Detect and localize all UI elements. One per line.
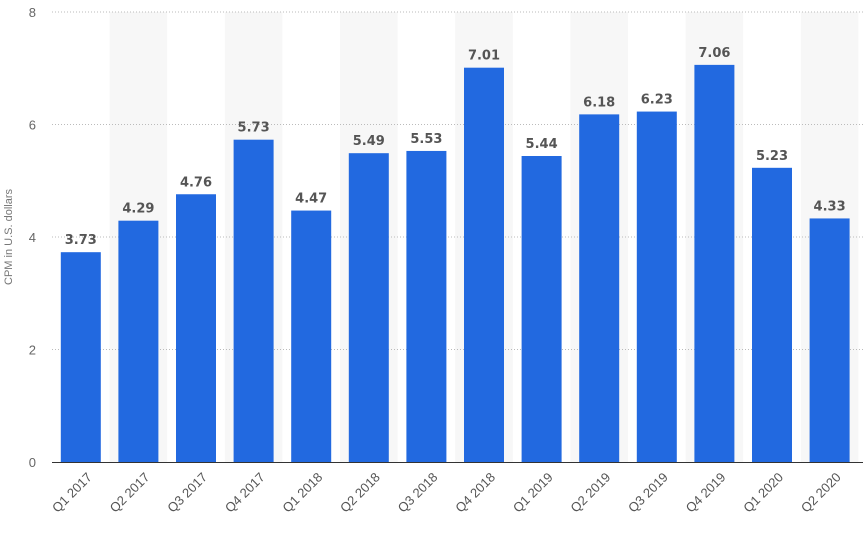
value-label: 5.49 — [353, 134, 385, 149]
value-label: 4.76 — [180, 175, 212, 190]
x-tick-label: Q3 2019 — [625, 470, 671, 516]
y-axis-ticks: 0 2 4 6 8 — [29, 5, 36, 470]
value-label: 6.23 — [641, 93, 673, 108]
bar — [176, 194, 216, 462]
x-axis-ticks: Q1 2017 Q2 2017 Q3 2017 Q4 2017 Q1 2018 Q2 20… — [49, 470, 844, 516]
bar — [521, 156, 562, 462]
value-label: 4.33 — [814, 199, 846, 214]
bars — [60, 64, 850, 462]
bar — [809, 218, 850, 462]
x-tick-label: Q1 2018 — [279, 470, 325, 516]
y-tick-label: 8 — [29, 5, 36, 20]
y-tick-label: 6 — [29, 118, 36, 133]
y-tick-label: 4 — [29, 230, 36, 245]
value-label: 5.44 — [526, 137, 558, 152]
value-label: 5.23 — [756, 149, 788, 164]
x-tick-label: Q4 2019 — [683, 470, 729, 516]
bar — [291, 210, 332, 462]
x-tick-label: Q4 2017 — [222, 470, 268, 516]
bar — [60, 252, 101, 462]
value-label: 5.53 — [410, 132, 442, 147]
value-label: 4.29 — [122, 202, 154, 217]
bar — [118, 220, 159, 462]
bar — [636, 111, 677, 462]
bar — [752, 167, 792, 462]
x-tick-label: Q3 2018 — [395, 470, 441, 516]
x-tick-label: Q1 2020 — [740, 470, 786, 516]
bar — [694, 64, 735, 462]
value-label: 6.18 — [583, 95, 615, 110]
x-tick-label: Q4 2018 — [452, 470, 498, 516]
bar — [464, 67, 504, 462]
bar — [348, 153, 389, 462]
bar — [233, 139, 274, 462]
x-tick-label: Q2 2017 — [107, 470, 153, 516]
y-tick-label: 0 — [29, 455, 36, 470]
value-label: 4.47 — [295, 192, 327, 207]
value-label: 7.06 — [698, 46, 730, 61]
value-label: 7.01 — [468, 49, 500, 64]
value-label: 5.73 — [238, 121, 270, 136]
bar — [579, 114, 620, 462]
y-axis-label: CPM in U.S. dollars — [3, 189, 15, 285]
value-label: 3.73 — [65, 233, 97, 248]
y-tick-label: 2 — [29, 343, 36, 358]
x-tick-label: Q2 2020 — [798, 470, 844, 516]
x-tick-label: Q1 2019 — [510, 470, 556, 516]
value-labels: 3.73 4.29 4.76 5.73 4.47 5.49 5.53 7.01 5.44 6.18… — [65, 46, 846, 248]
bar — [406, 150, 447, 462]
x-tick-label: Q2 2018 — [337, 470, 383, 516]
x-tick-label: Q3 2017 — [164, 470, 210, 516]
x-tick-label: Q2 2019 — [567, 470, 613, 516]
x-tick-label: Q1 2017 — [49, 470, 95, 516]
